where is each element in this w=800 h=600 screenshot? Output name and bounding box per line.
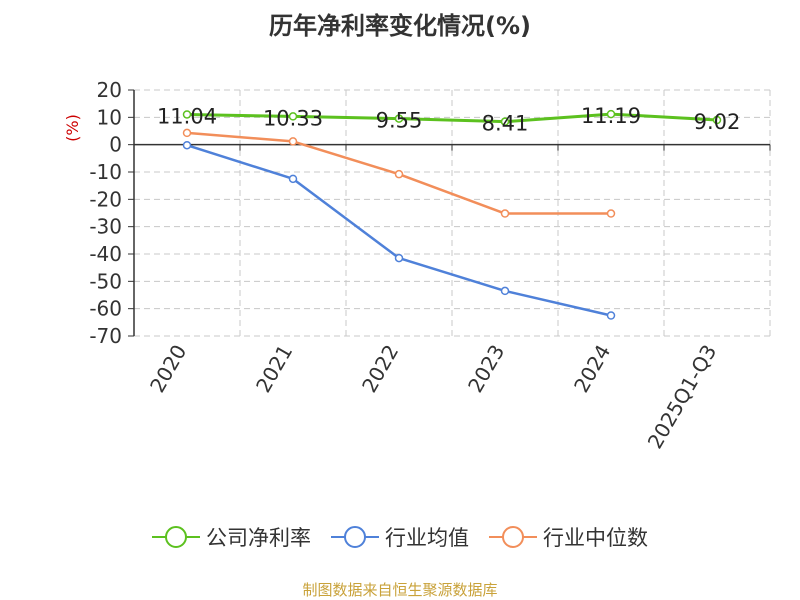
data-point[interactable] [394, 114, 404, 123]
y-tick-label: 10 [97, 105, 122, 129]
legend-marker-icon [331, 526, 379, 548]
data-point[interactable] [288, 174, 298, 184]
data-point[interactable] [182, 110, 192, 119]
data-point[interactable] [500, 117, 510, 126]
data-point[interactable] [288, 112, 298, 121]
legend-item-company[interactable]: 公司净利率 [152, 522, 311, 552]
x-tick-label: 2022 [357, 341, 403, 397]
y-tick-label: -70 [89, 324, 122, 348]
y-tick-label: -20 [89, 187, 122, 211]
data-label: 11.04 [157, 104, 217, 128]
data-point[interactable] [712, 115, 722, 125]
data-point[interactable] [606, 209, 616, 218]
y-tick-label: -10 [89, 160, 122, 184]
data-point[interactable] [500, 286, 510, 296]
legend-marker-icon [152, 526, 200, 548]
label-layer: 11.04 10.33 9.55 8.41 11.19 9.02 [157, 104, 740, 136]
data-point[interactable] [394, 169, 404, 179]
x-tick-label: 2023 [463, 341, 509, 397]
data-label: 9.02 [694, 110, 741, 134]
y-tick-label: 20 [97, 78, 122, 102]
data-point[interactable] [288, 137, 298, 146]
series-0 [182, 109, 722, 126]
data-label: 10.33 [263, 106, 323, 130]
series-layer [182, 109, 722, 320]
y-tick-label: -40 [89, 242, 122, 266]
data-point[interactable] [606, 311, 616, 320]
legend-marker-icon [489, 526, 537, 548]
y-tick-label: -60 [89, 297, 122, 321]
legend-item-industry-median[interactable]: 行业中位数 [489, 522, 648, 552]
y-tick-label: -50 [89, 269, 122, 293]
y-axis-unit-label: (%) [63, 114, 82, 142]
data-point[interactable] [500, 209, 510, 218]
legend: 公司净利率 行业均值 行业中位数 [0, 522, 800, 552]
x-tick-label: 2020 [145, 341, 191, 397]
series-2 [182, 128, 616, 218]
x-tick-label: 2025Q1-Q3 [643, 341, 722, 453]
data-label: 9.55 [376, 109, 423, 133]
chart-title: 历年净利率变化情况(%) [269, 12, 531, 40]
y-tick-label: -30 [89, 215, 122, 239]
y-tick-label: 0 [109, 133, 122, 157]
legend-label-industry-avg: 行业均值 [385, 526, 469, 550]
grid-layer [134, 89, 771, 337]
data-point[interactable] [606, 109, 616, 119]
data-point[interactable] [182, 140, 192, 150]
x-tick-label: 2021 [251, 341, 297, 397]
legend-label-industry-median: 行业中位数 [543, 526, 648, 550]
legend-item-industry-avg[interactable]: 行业均值 [331, 522, 469, 552]
series-line [186, 112, 718, 124]
data-label: 8.41 [482, 112, 529, 136]
data-point[interactable] [182, 128, 192, 138]
data-point[interactable] [394, 253, 404, 263]
x-tick-label: 2024 [569, 341, 615, 397]
legend-label-company: 公司净利率 [206, 526, 311, 550]
data-label: 11.19 [581, 104, 641, 128]
data-source-note: 制图数据来自恒生聚源数据库 [302, 581, 498, 599]
series-1 [182, 140, 616, 320]
